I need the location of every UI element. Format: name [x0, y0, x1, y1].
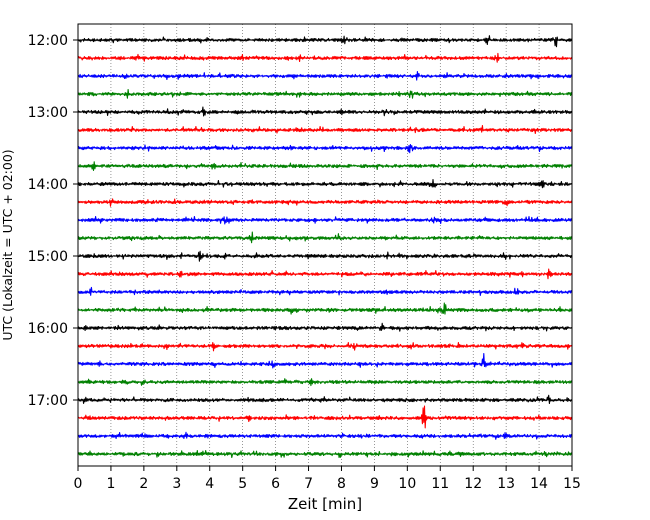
x-tick-label: 3	[172, 476, 181, 492]
trace-12-30	[77, 71, 573, 81]
trace-16-15	[77, 341, 573, 352]
trace-15-15	[77, 268, 573, 280]
trace-14-00	[77, 178, 573, 189]
trace-13-00	[77, 106, 573, 117]
x-axis-title: Zeit [min]	[288, 495, 362, 513]
y-axis-ticks: 12:00 13:00 14:00 15:00 16:00 17:00	[28, 33, 78, 409]
traces	[77, 35, 573, 459]
x-tick-label: 15	[563, 476, 581, 492]
x-tick-label: 14	[530, 476, 548, 492]
trace-16-45	[77, 378, 573, 387]
y-axis-title: UTC (Lokalzeit = UTC + 02:00)	[0, 149, 15, 340]
trace-15-00	[77, 250, 573, 262]
x-tick-label: 6	[271, 476, 280, 492]
trace-12-00	[77, 35, 573, 48]
plot-frame	[77, 23, 573, 467]
x-axis-ticks: 0 1 2 3 4 5 6 7 8 9 10 11 12 13 14 15	[74, 466, 581, 492]
x-tick-label: 2	[139, 476, 148, 492]
trace-13-15	[77, 124, 573, 135]
y-tick-label: 16:00	[28, 321, 68, 337]
y-tick-label: 12:00	[28, 33, 68, 49]
trace-17-45	[77, 450, 573, 459]
trace-16-00	[77, 322, 573, 332]
trace-16-30	[77, 352, 573, 369]
trace-17-30	[77, 431, 573, 440]
trace-12-15	[77, 52, 573, 63]
trace-17-00	[77, 394, 573, 405]
x-tick-label: 1	[106, 476, 115, 492]
trace-15-30	[77, 286, 573, 296]
trace-15-45	[77, 302, 573, 315]
x-tick-label: 13	[497, 476, 515, 492]
x-tick-label: 12	[464, 476, 482, 492]
trace-13-45	[77, 161, 573, 171]
x-tick-label: 4	[205, 476, 214, 492]
x-tick-label: 11	[431, 476, 449, 492]
x-tick-label: 0	[74, 476, 83, 492]
trace-14-15	[77, 198, 573, 207]
x-tick-label: 10	[398, 476, 416, 492]
y-tick-label: 17:00	[28, 393, 68, 409]
x-tick-label: 9	[370, 476, 379, 492]
y-tick-label: 15:00	[28, 249, 68, 265]
trace-14-45	[77, 231, 573, 244]
y-tick-label: 14:00	[28, 177, 68, 193]
trace-14-30	[77, 215, 573, 225]
y-tick-label: 13:00	[28, 105, 68, 121]
trace-12-45	[77, 88, 573, 99]
x-tick-label: 5	[238, 476, 247, 492]
x-tick-label: 7	[304, 476, 313, 492]
trace-13-30	[77, 143, 573, 154]
x-tick-label: 8	[337, 476, 346, 492]
trace-17-15	[77, 405, 573, 429]
